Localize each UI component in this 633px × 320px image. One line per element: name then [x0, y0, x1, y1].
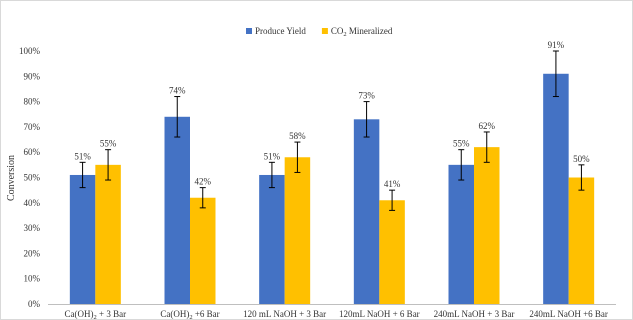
- x-category-label: Ca(OH)2 + 3 Bar: [65, 309, 127, 320]
- data-label: 51%: [264, 151, 281, 161]
- data-label: 62%: [479, 121, 496, 131]
- y-tick-label: 30%: [24, 223, 41, 233]
- bar: [568, 177, 595, 304]
- x-category-label: 120 mL NaOH + 3 Bar: [243, 309, 326, 319]
- bar: [95, 164, 121, 304]
- y-tick-label: 70%: [24, 122, 41, 132]
- y-tick-label: 20%: [24, 248, 41, 258]
- y-tick-label: 100%: [19, 46, 41, 56]
- y-axis-label: Conversion: [6, 155, 17, 201]
- data-label: 73%: [358, 91, 375, 101]
- y-tick-label: 60%: [24, 147, 41, 157]
- bar: [259, 174, 285, 304]
- data-label: 91%: [548, 40, 565, 50]
- data-label: 51%: [74, 151, 91, 161]
- bar: [448, 164, 474, 304]
- bar: [474, 147, 500, 304]
- bar: [543, 73, 569, 305]
- bar: [69, 174, 96, 304]
- legend-label: Produce Yield: [255, 26, 306, 36]
- y-tick-label: 80%: [24, 97, 41, 107]
- data-label: 42%: [195, 177, 212, 187]
- data-labels-group: 51% 55% 74% 42% 51% 58% 73% 41% 55% 62% 91% 50%: [74, 40, 590, 189]
- legend: Produce Yield CO2 Mineralized: [246, 26, 393, 38]
- legend-swatch: [246, 28, 252, 34]
- data-label: 74%: [169, 86, 186, 96]
- legend-label: CO2 Mineralized: [331, 26, 393, 38]
- y-tick-label: 50%: [24, 173, 41, 183]
- y-tick-label: 40%: [24, 198, 41, 208]
- data-label: 55%: [453, 139, 470, 149]
- bar: [379, 200, 405, 304]
- bars-group: [69, 73, 595, 305]
- bar: [353, 119, 380, 304]
- x-category-label: 240mL NaOH +6 Bar: [529, 309, 607, 319]
- data-label: 50%: [573, 154, 590, 164]
- error-bars-group: [79, 50, 585, 211]
- x-category-label: 120mL NaOH + 6 Bar: [339, 309, 420, 319]
- y-tick-label: 0%: [28, 299, 41, 309]
- y-axis-ticks: 0% 10% 20% 30% 40% 50% 60% 70% 80% 90% 100%: [19, 46, 41, 309]
- x-category-label: Ca(OH)2 +6 Bar: [160, 309, 219, 320]
- data-label: 55%: [100, 139, 117, 149]
- y-tick-label: 10%: [24, 274, 41, 284]
- bar: [190, 197, 216, 304]
- data-label: 58%: [289, 131, 306, 141]
- x-category-label: 240mL NaOH + 3 Bar: [434, 309, 515, 319]
- data-label: 41%: [384, 179, 401, 189]
- y-tick-label: 90%: [24, 71, 41, 81]
- bar: [284, 157, 311, 304]
- x-axis-categories: Ca(OH)2 + 3 Bar Ca(OH)2 +6 Bar 120 mL NaOH…: [65, 309, 608, 320]
- legend-swatch: [321, 28, 328, 34]
- bar: [164, 116, 190, 304]
